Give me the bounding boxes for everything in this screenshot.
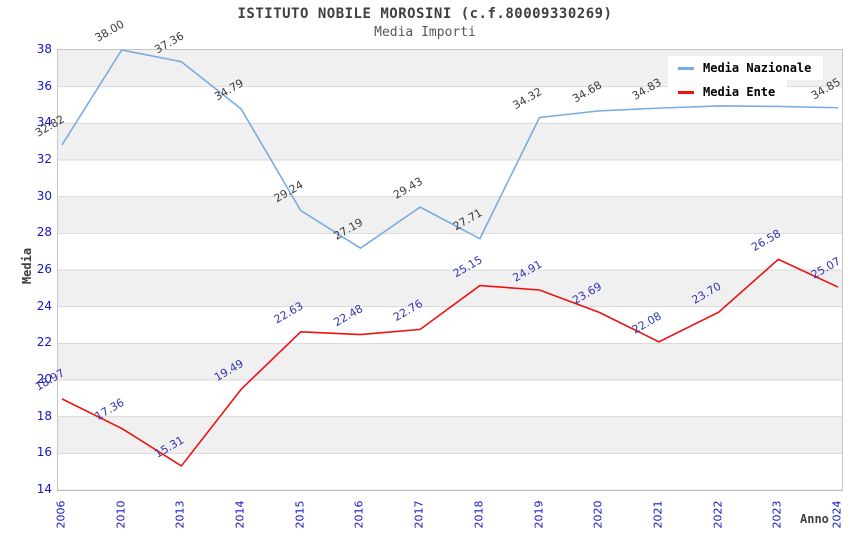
x-tick-label: 2021	[651, 500, 665, 529]
data-point-label: 23.69	[570, 280, 604, 307]
y-tick-label: 30	[36, 188, 52, 203]
x-tick-label: 2024	[830, 500, 844, 529]
x-tick-label: 2016	[352, 500, 366, 529]
legend-label: Media Nazionale	[703, 61, 812, 75]
plot-area: 32.82 38.00 37.36 34.79 29.24 27.19 29.43 27.71…	[33, 18, 843, 491]
data-point-label: 29.24	[272, 178, 306, 205]
media-ente-line	[61, 258, 839, 468]
x-tick-label: 2022	[711, 500, 725, 529]
y-tick-label: 32	[36, 152, 52, 166]
data-point-label: 26.58	[749, 227, 783, 254]
data-point-label: 34.83	[630, 76, 664, 103]
y-tick-label: 38	[36, 42, 52, 56]
data-point-label: 34.68	[570, 78, 604, 105]
y-tick-label: 16	[36, 445, 52, 460]
data-point-label: 24.91	[511, 258, 545, 285]
x-tick-label: 2010	[114, 500, 128, 529]
x-tick-label: 2019	[532, 500, 546, 529]
data-point-label: 22.76	[391, 297, 425, 324]
data-point-label: 25.07	[809, 255, 843, 282]
y-tick-label: 28	[36, 225, 52, 240]
media-nazionale-line-swatch-icon	[678, 66, 694, 70]
x-tick-label: 2013	[173, 500, 187, 529]
x-tick-label: 2006	[54, 500, 68, 529]
legend-item-media-nazionale: Media Nazionale	[668, 56, 824, 80]
x-tick-label: 2015	[293, 500, 307, 529]
y-tick-label: 18	[36, 408, 52, 423]
x-tick-label: 2017	[412, 500, 426, 529]
data-point-label: 15.31	[152, 434, 186, 461]
y-tick-label: 36	[36, 78, 52, 93]
y-tick-label: 34	[36, 115, 52, 130]
data-point-label: 22.63	[272, 299, 306, 326]
x-tick-label: 2018	[472, 500, 486, 529]
x-tick-label: 2023	[770, 500, 784, 529]
media-nazionale-line	[61, 49, 839, 250]
legend-item-media-ente: Media Ente	[668, 80, 788, 104]
legend-label: Media Ente	[703, 85, 776, 99]
y-tick-label: 22	[36, 335, 52, 350]
y-tick-label: 26	[36, 262, 52, 276]
data-point-label: 27.19	[331, 216, 365, 243]
data-point-label: 17.36	[93, 396, 127, 423]
y-tick-label: 24	[36, 298, 52, 313]
x-axis-title: Anno	[800, 512, 829, 526]
data-point-label: 23.70	[690, 280, 724, 307]
data-point-label: 29.43	[391, 175, 425, 202]
data-point-label: 25.15	[451, 253, 485, 280]
data-point-label: 34.32	[511, 85, 545, 112]
media-ente-line-swatch-icon	[678, 90, 694, 94]
data-point-label: 27.71	[451, 206, 485, 233]
y-tick-label: 14	[36, 482, 52, 496]
legend: Media Nazionale Media Ente	[668, 56, 824, 104]
x-tick-label: 2020	[591, 500, 605, 529]
chart-title: ISTITUTO NOBILE MOROSINI (c.f.8000933026…	[237, 6, 613, 22]
data-point-label: 22.08	[630, 309, 664, 336]
chart-subtitle: Media Importi	[374, 25, 476, 40]
y-tick-label: 20	[36, 372, 52, 386]
x-tick-label: 2014	[233, 500, 247, 529]
